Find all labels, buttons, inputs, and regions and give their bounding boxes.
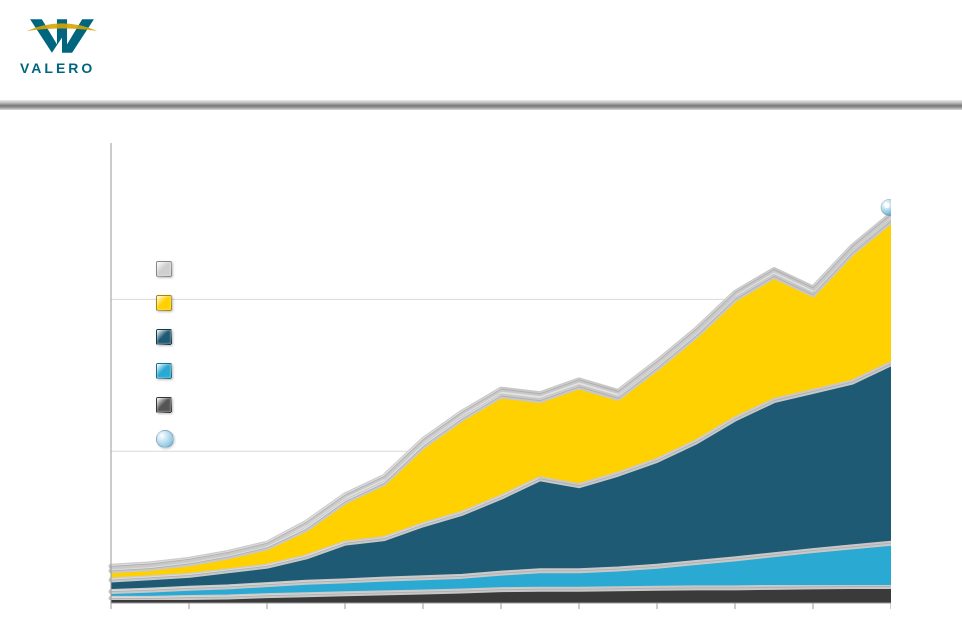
legend-item [156,320,184,354]
legend-swatch-icon [156,397,172,413]
legend-item [156,286,184,320]
valero-v-icon [20,14,104,58]
legend-swatch-icon [156,295,172,311]
legend-item [156,388,184,422]
legend-item [156,354,184,388]
header-divider [0,100,962,110]
legend-item [156,252,184,286]
legend-item [156,422,184,456]
legend-swatch-icon [156,261,172,277]
brand-logo: VALERO [20,14,104,76]
brand-name: VALERO [20,60,104,76]
legend-swatch-icon [156,363,172,379]
area-chart [105,143,891,609]
chart-legend [156,252,184,456]
legend-orb-icon [156,430,174,448]
legend-swatch-icon [156,329,172,345]
